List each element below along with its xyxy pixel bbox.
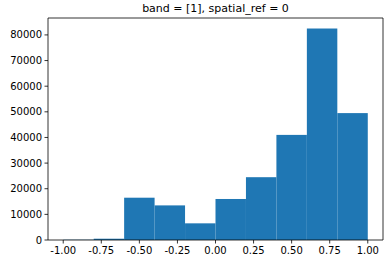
histogram-bar (307, 29, 337, 240)
x-tick-label: 0.75 (319, 245, 341, 256)
histogram-bar (246, 177, 276, 240)
x-tick-label: -0.25 (164, 245, 190, 256)
y-tick (45, 240, 49, 241)
y-tick (45, 137, 49, 138)
y-tick (45, 111, 49, 112)
bars (63, 29, 368, 240)
x-tick (215, 240, 216, 244)
x-tick (177, 240, 178, 244)
spine-top (48, 18, 383, 19)
y-tick-label: 0 (36, 235, 42, 246)
x-tick-label: -0.75 (88, 245, 114, 256)
spine-right (383, 18, 384, 240)
y-tick-label: 70000 (10, 55, 42, 66)
x-tick (101, 240, 102, 244)
x-tick-label: -1.00 (50, 245, 76, 256)
x-tick (63, 240, 64, 244)
x-tick-label: 0.00 (204, 245, 226, 256)
histogram-bar (337, 113, 367, 240)
histogram-bar (216, 199, 246, 240)
y-tick-label: 20000 (10, 183, 42, 194)
histogram-bar (185, 223, 215, 240)
y-tick-label: 30000 (10, 158, 42, 169)
x-tick-label: 1.00 (357, 245, 379, 256)
x-tick-label: 0.50 (281, 245, 303, 256)
y-tick (45, 86, 49, 87)
spine-left (48, 18, 49, 240)
x-tick (291, 240, 292, 244)
y-tick (45, 214, 49, 215)
y-tick (45, 163, 49, 164)
histogram-bar (155, 205, 185, 240)
y-tick (45, 60, 49, 61)
x-tick (253, 240, 254, 244)
y-tick-label: 60000 (10, 81, 42, 92)
x-tick-label: 0.25 (242, 245, 264, 256)
x-tick (139, 240, 140, 244)
x-tick (367, 240, 368, 244)
x-tick-label: -0.50 (126, 245, 152, 256)
histogram-bar (276, 135, 306, 240)
x-tick (329, 240, 330, 244)
y-tick-label: 80000 (10, 29, 42, 40)
chart: -1.00 -0.75 -0.50 -0.25 0.00 0.25 0.50 0.75 1.00… (0, 0, 388, 264)
histogram-bar (124, 198, 154, 240)
title: band = [1], spatial_ref = 0 (142, 2, 289, 15)
y-tick-label: 10000 (10, 209, 42, 220)
y-tick (45, 188, 49, 189)
y-tick (45, 34, 49, 35)
y-tick-label: 50000 (10, 106, 42, 117)
y-tick-label: 40000 (10, 132, 42, 143)
